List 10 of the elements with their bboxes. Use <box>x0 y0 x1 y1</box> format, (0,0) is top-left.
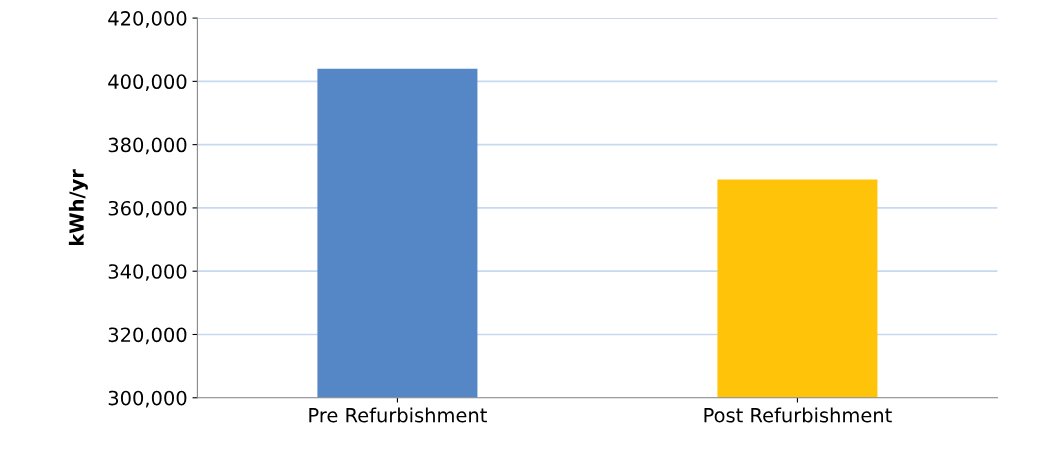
y-tick-label: 300,000 <box>108 390 187 408</box>
y-tick-label: 380,000 <box>108 137 187 155</box>
x-tick-label: Pre Refurbishment <box>309 407 487 423</box>
y-tick-label: 360,000 <box>108 200 187 218</box>
y-tick-label: 320,000 <box>108 327 187 345</box>
y-tick-label: 420,000 <box>108 11 187 28</box>
y-axis-title: kWh/yr <box>68 169 88 246</box>
y-tick-label: 400,000 <box>108 74 187 92</box>
y-tick-label: 340,000 <box>108 264 187 281</box>
x-tick-label: Post Refurbishment <box>704 407 892 423</box>
